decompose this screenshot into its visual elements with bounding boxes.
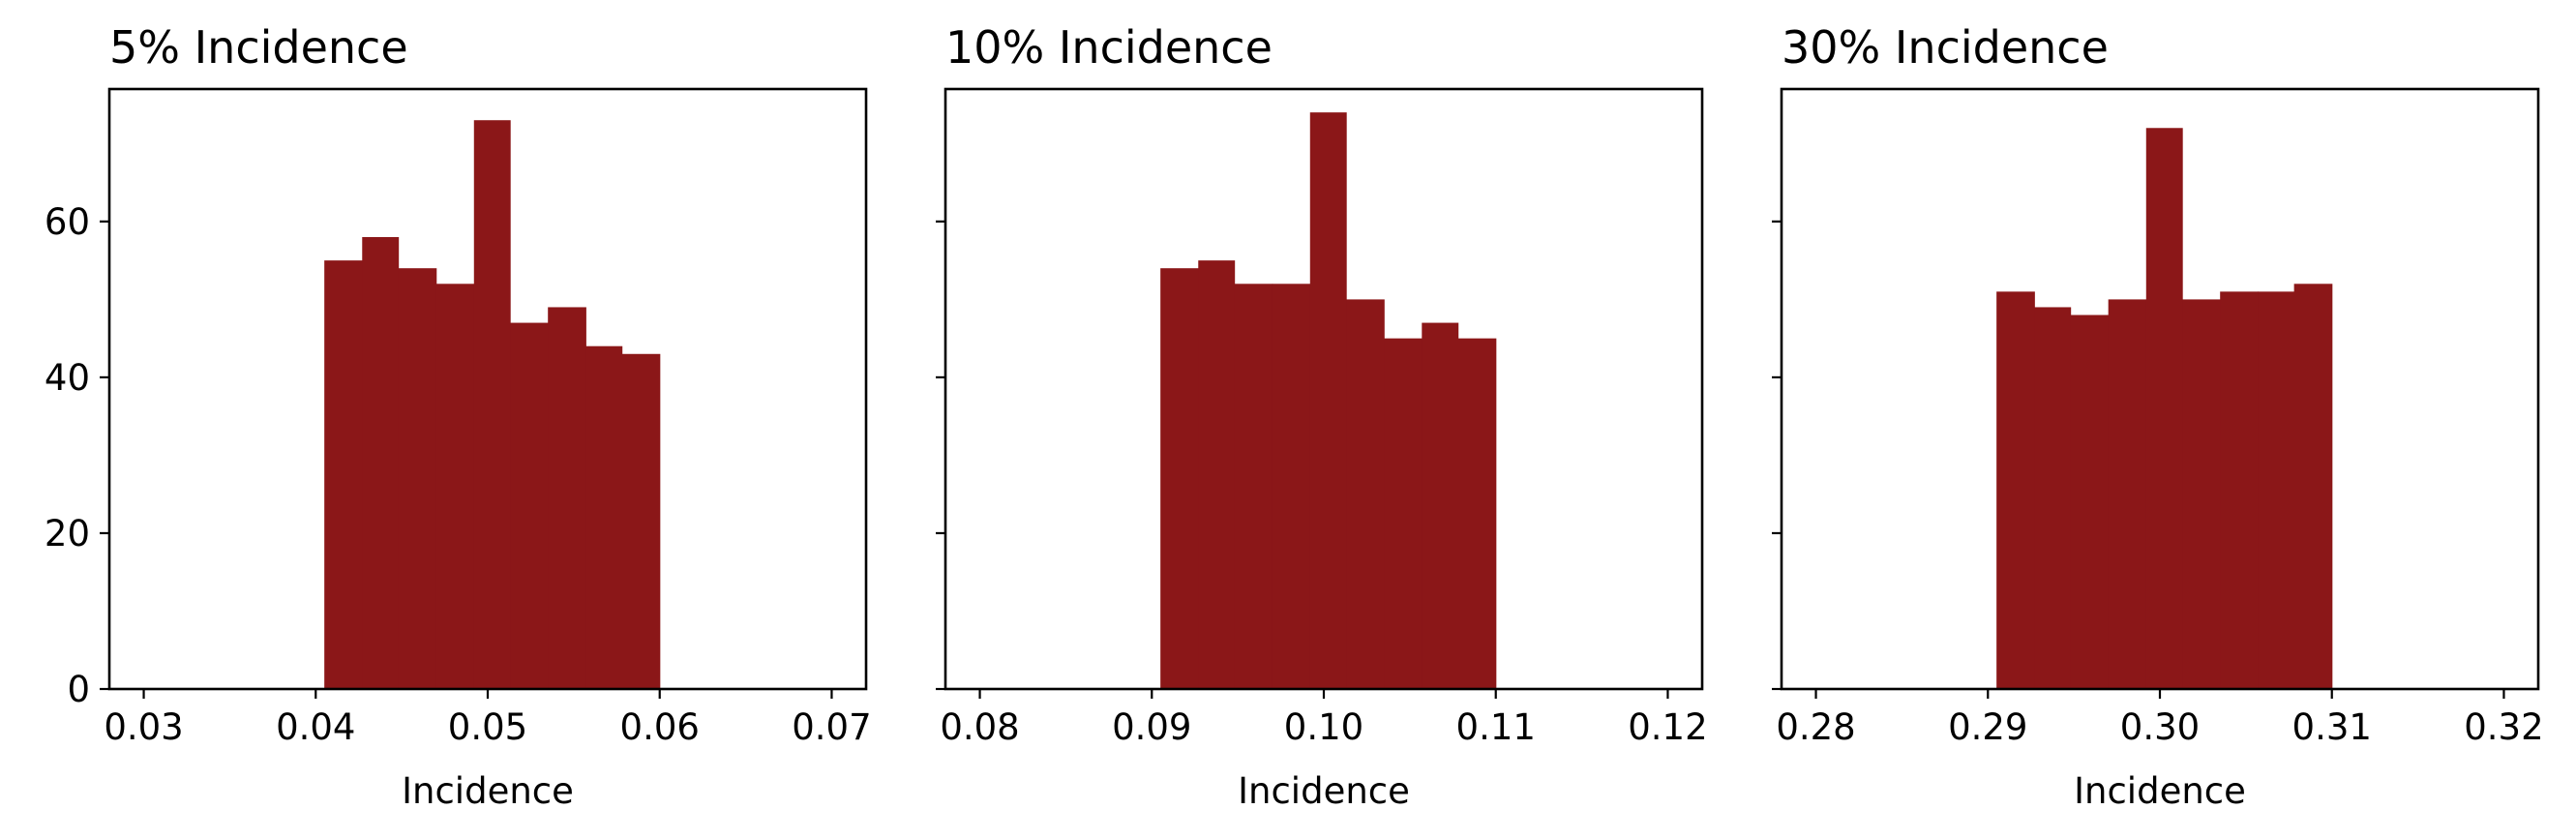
x-tick-label: 0.03: [104, 706, 183, 748]
x-tick-label: 0.06: [620, 706, 700, 748]
x-tick-label: 0.10: [1284, 706, 1363, 748]
histogram-bars: [324, 120, 661, 690]
panel-title: 5% Incidence: [109, 21, 408, 74]
histogram-bar: [1309, 112, 1347, 689]
histogram-bar: [2258, 291, 2295, 689]
x-tick-label: 0.11: [1456, 706, 1536, 748]
histogram-bar: [621, 353, 661, 689]
histogram-bar: [324, 260, 363, 689]
x-tick-label: 0.30: [2120, 706, 2200, 748]
x-axis-label: Incidence: [1238, 770, 1410, 812]
histogram-bar: [2145, 128, 2183, 689]
histogram-bar: [1422, 322, 1459, 689]
x-axis-ticks: 0.08 0.09 0.10 0.11 0.12: [940, 689, 1708, 748]
histogram-bar: [1457, 338, 1497, 689]
panel-10pct: 10% Incidence 0.08 0.09 0.10 0.11 0.12 Incid…: [936, 21, 1708, 812]
histogram-bar: [585, 345, 623, 689]
x-tick-label: 0.29: [1948, 706, 2027, 748]
y-tick-label: 20: [45, 513, 90, 554]
x-tick-label: 0.32: [2464, 706, 2543, 748]
histogram-bar: [510, 322, 549, 689]
y-axis-ticks: [936, 220, 945, 691]
histogram-bar: [1160, 268, 1199, 689]
x-tick-label: 0.08: [940, 706, 1019, 748]
x-axis-ticks: 0.03 0.04 0.05 0.06 0.07: [104, 689, 872, 748]
panel-title: 30% Incidence: [1782, 21, 2109, 74]
histogram-bar: [1198, 260, 1236, 689]
panel-5pct: 5% Incidence 0.03 0.04 0.05 0.06 0.07 0 20 40 6…: [45, 21, 872, 812]
histogram-bar: [2070, 315, 2110, 689]
panel-30pct: 30% Incidence 0.28 0.29 0.30 0.31 0.32 Incid…: [1772, 21, 2544, 812]
histogram-bars: [1996, 128, 2333, 689]
y-tick-label: 60: [45, 201, 90, 243]
histogram-bar: [2182, 299, 2221, 689]
histogram-bar: [2034, 307, 2072, 689]
y-tick-label: 40: [45, 357, 90, 399]
histogram-bar: [473, 120, 511, 689]
x-tick-label: 0.07: [792, 706, 871, 748]
histogram-bar: [1996, 291, 2035, 689]
x-tick-label: 0.04: [276, 706, 355, 748]
histogram-bar: [2108, 299, 2147, 689]
x-tick-label: 0.05: [448, 706, 527, 748]
panel-title: 10% Incidence: [945, 21, 1273, 74]
histogram-bar: [398, 268, 437, 689]
y-axis-ticks: 0 20 40 60: [45, 201, 109, 710]
histogram-bar: [548, 307, 586, 689]
x-axis-label: Incidence: [2074, 770, 2246, 812]
histogram-bar: [1384, 338, 1423, 689]
x-tick-label: 0.31: [2292, 706, 2372, 748]
histogram-bar: [1234, 284, 1273, 689]
x-axis-label: Incidence: [402, 770, 574, 812]
histogram-bar: [435, 284, 475, 689]
y-tick-label: 0: [67, 669, 90, 710]
y-axis-ticks: [1772, 220, 1782, 691]
x-tick-label: 0.28: [1776, 706, 1855, 748]
x-tick-label: 0.09: [1112, 706, 1191, 748]
histogram-bar: [1346, 299, 1385, 689]
histogram-bar: [2220, 291, 2259, 689]
histogram-bar: [2293, 284, 2333, 689]
histogram-bar: [362, 236, 400, 690]
x-axis-ticks: 0.28 0.29 0.30 0.31 0.32: [1776, 689, 2544, 748]
histogram-bars: [1160, 112, 1497, 689]
x-tick-label: 0.12: [1628, 706, 1707, 748]
histogram-bar: [1272, 284, 1311, 689]
